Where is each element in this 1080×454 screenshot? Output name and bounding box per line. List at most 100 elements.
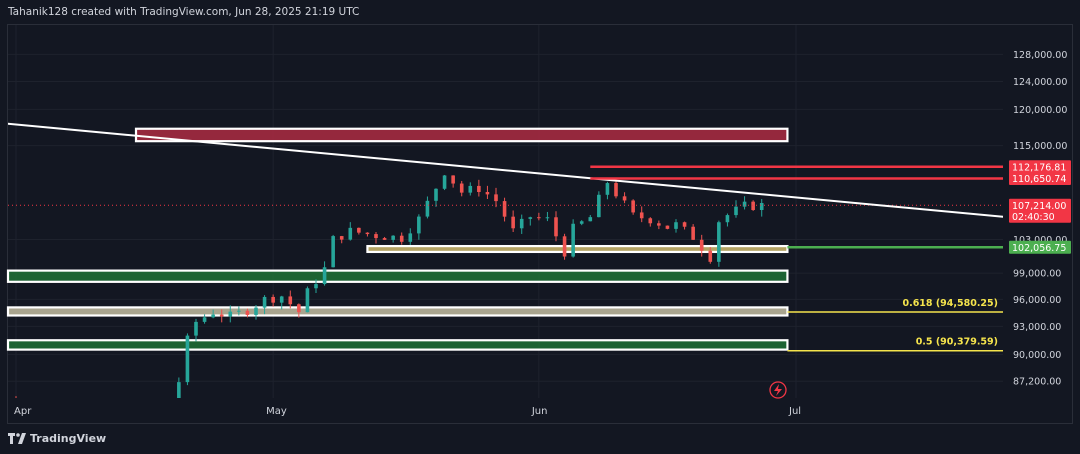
candle-body (494, 194, 498, 202)
price-label: 112,176.81 (1012, 162, 1066, 173)
zone-support[interactable] (366, 244, 789, 254)
candle-body (322, 267, 327, 285)
x-tick-label-jul: Jul (788, 406, 801, 417)
candle-body (742, 201, 747, 207)
candle-body (614, 183, 618, 197)
candle-body (331, 236, 335, 268)
candle-body (442, 175, 447, 189)
candle-body (425, 200, 430, 217)
tradingview-logo-icon (8, 433, 26, 444)
lightning-icon[interactable] (769, 381, 787, 399)
candle-body (160, 402, 164, 406)
candle-body (622, 196, 627, 201)
candle-body (365, 232, 370, 235)
candle-body (262, 296, 267, 308)
candle-body (399, 235, 404, 242)
candle-body (571, 223, 575, 257)
candle-body (485, 192, 490, 195)
candle-body (734, 206, 738, 216)
candle-body (14, 400, 18, 405)
candle-body (271, 296, 275, 303)
candle-body (288, 296, 293, 305)
price-label-box (1009, 160, 1071, 174)
candle-body (665, 225, 670, 229)
y-tick-label: 103,000.00 (1013, 235, 1067, 246)
zone-demand[interactable] (6, 269, 789, 283)
price-label-box (1009, 171, 1071, 185)
y-tick-label: 120,000.00 (1013, 105, 1067, 116)
candle-body (117, 405, 121, 412)
candle-body (631, 200, 635, 213)
candle-body (314, 284, 318, 289)
candle-body (759, 203, 764, 210)
candle-body (459, 183, 464, 193)
candle-body (348, 227, 353, 240)
candle-body (691, 226, 695, 240)
candle-body (219, 314, 224, 317)
candle-body (185, 335, 190, 383)
candle-body (657, 223, 661, 226)
zone-demand-lower[interactable] (6, 339, 789, 351)
candle-body (725, 215, 730, 223)
candle-body (108, 405, 112, 406)
candle-body (194, 321, 198, 336)
candle-body (708, 250, 713, 262)
candle-body (66, 443, 70, 454)
candle-body (305, 288, 310, 313)
candle-body (228, 311, 233, 317)
footer-brand[interactable]: TradingView (8, 432, 106, 445)
candle-body (639, 212, 644, 219)
y-tick-label: 93,000.00 (1013, 322, 1061, 333)
candle-body (588, 217, 593, 222)
lightning-bolt-icon (774, 384, 782, 396)
footer-brand-label: TradingView (30, 432, 107, 445)
candle-body (408, 233, 413, 242)
candle-body (545, 217, 550, 219)
candle-body (579, 221, 584, 224)
candle-body (374, 234, 378, 239)
candle-body (537, 217, 541, 219)
candle-body (245, 310, 250, 315)
candle-body (717, 222, 721, 262)
x-tick-label-apr: Apr (14, 406, 32, 417)
candle-body (100, 406, 104, 418)
candle-body (605, 183, 610, 195)
candle-body (417, 216, 421, 234)
candle-body (237, 310, 241, 312)
candle-body (511, 216, 515, 229)
candle-body (468, 185, 473, 193)
price-label-box (1009, 198, 1071, 223)
candle-body (126, 412, 130, 413)
candle-body (562, 236, 567, 257)
zone-supply[interactable] (134, 127, 789, 143)
candle-body (648, 218, 653, 224)
candle-body (554, 217, 558, 237)
price-label-box (1009, 240, 1071, 254)
candle-body (502, 201, 507, 217)
x-tick-label-jun: Jun (531, 406, 548, 417)
zone-fib-zone[interactable] (6, 306, 789, 317)
y-tick-label: 87,200.00 (1013, 377, 1061, 388)
price-label: 107,214.00 (1012, 201, 1066, 212)
descending-trendline[interactable] (7, 122, 1053, 222)
candle-body (134, 412, 138, 416)
fib-level-label: 0.5 (90,379.59) (916, 337, 998, 348)
y-tick-label: 96,000.00 (1013, 295, 1061, 306)
candle-body (528, 217, 533, 219)
fib-level-label: 0.618 (94,580.25) (902, 298, 998, 309)
candle-body (40, 416, 44, 417)
header-attribution: Tahanik128 created with TradingView.com,… (8, 6, 360, 18)
candles-group (14, 174, 764, 454)
candle-body (143, 406, 147, 417)
candle-body (339, 236, 344, 240)
candle-body (519, 218, 524, 229)
candle-body (391, 235, 395, 240)
candle-body (202, 317, 207, 322)
candle-body (151, 406, 155, 407)
price-label: 102,056.75 (1012, 243, 1066, 254)
candle-body (751, 201, 755, 210)
candle-body (477, 185, 481, 193)
candle-body (168, 402, 172, 403)
